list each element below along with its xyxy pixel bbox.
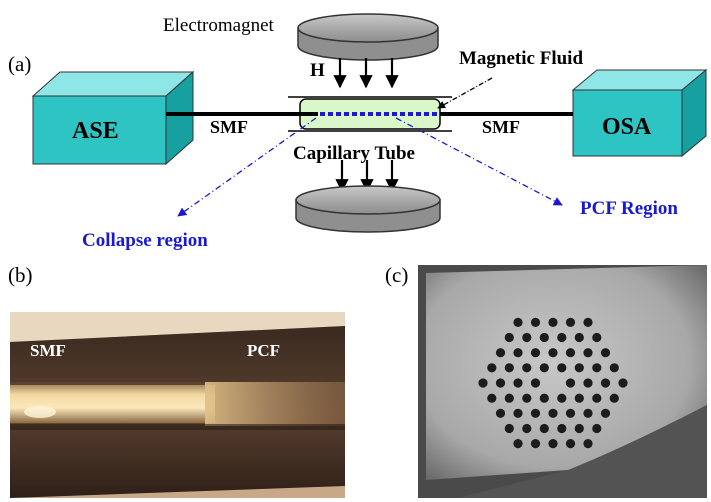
air-hole bbox=[504, 393, 514, 403]
air-hole bbox=[548, 317, 558, 327]
air-hole bbox=[565, 317, 576, 327]
magnetic-fluid-label: Magnetic Fluid bbox=[459, 48, 584, 69]
air-hole bbox=[574, 332, 584, 343]
osa-label: OSA bbox=[602, 114, 652, 140]
air-hole bbox=[565, 378, 576, 388]
air-hole bbox=[565, 348, 576, 358]
collapse-region-pointer bbox=[177, 117, 317, 217]
collapse-region-label: Collapse region bbox=[82, 230, 208, 251]
air-hole bbox=[539, 363, 549, 373]
air-hole bbox=[618, 378, 628, 388]
air-hole bbox=[574, 393, 584, 403]
air-hole bbox=[565, 439, 576, 449]
field-arrows-top bbox=[333, 58, 399, 89]
air-hole bbox=[495, 348, 506, 358]
air-hole bbox=[504, 423, 514, 434]
electromagnet-bottom bbox=[295, 185, 441, 233]
air-hole bbox=[487, 363, 497, 373]
air-hole bbox=[548, 348, 558, 358]
air-hole bbox=[530, 348, 541, 358]
air-hole bbox=[557, 423, 567, 434]
air-hole bbox=[557, 393, 567, 403]
photo-smf-label: SMF bbox=[30, 341, 66, 360]
pcf-region-pointer bbox=[395, 117, 563, 206]
air-hole bbox=[530, 439, 541, 449]
panel-b-label: (b) bbox=[8, 263, 33, 287]
pcf-cross-section bbox=[418, 265, 707, 498]
capillary-tube-label: Capillary Tube bbox=[293, 143, 415, 164]
air-hole bbox=[583, 439, 593, 449]
air-hole bbox=[513, 439, 523, 449]
air-hole bbox=[583, 378, 593, 388]
air-hole bbox=[609, 393, 619, 403]
air-hole bbox=[504, 363, 514, 373]
panel-c-label: (c) bbox=[385, 263, 409, 287]
air-hole bbox=[548, 439, 558, 449]
air-hole bbox=[539, 423, 549, 434]
air-hole bbox=[557, 332, 567, 343]
capillary-tube bbox=[288, 96, 452, 132]
air-hole bbox=[574, 363, 584, 373]
air-hole bbox=[600, 348, 611, 358]
air-hole bbox=[522, 423, 532, 434]
air-hole bbox=[548, 408, 558, 418]
air-hole bbox=[522, 332, 532, 343]
field-label: H bbox=[310, 60, 325, 81]
photo-pcf-label: PCF bbox=[247, 341, 281, 360]
air-hole bbox=[574, 423, 584, 434]
air-hole bbox=[495, 378, 506, 388]
air-hole bbox=[504, 332, 514, 343]
air-hole bbox=[539, 393, 549, 403]
ase-box bbox=[31, 70, 195, 166]
air-hole bbox=[478, 378, 488, 388]
air-hole bbox=[513, 378, 523, 388]
air-hole bbox=[522, 363, 532, 373]
air-hole bbox=[565, 408, 576, 418]
air-hole bbox=[592, 393, 602, 403]
pcf-region-label: PCF Region bbox=[580, 198, 678, 219]
air-hole bbox=[513, 348, 523, 358]
air-hole bbox=[539, 332, 549, 343]
air-hole bbox=[513, 317, 523, 327]
electromagnet-label: Electromagnet bbox=[163, 15, 274, 36]
air-hole bbox=[600, 408, 611, 418]
air-hole bbox=[495, 408, 506, 418]
setup-schematic bbox=[31, 13, 708, 233]
air-hole bbox=[609, 363, 619, 373]
air-hole bbox=[530, 317, 541, 327]
smf-right-label: SMF bbox=[482, 117, 520, 137]
air-hole bbox=[592, 363, 602, 373]
splice-micrograph bbox=[10, 312, 345, 498]
pcf-image bbox=[418, 265, 707, 498]
air-hole bbox=[557, 363, 567, 373]
air-hole bbox=[592, 332, 602, 343]
magnetic-fluid-pointer bbox=[437, 77, 493, 109]
air-hole bbox=[522, 393, 532, 403]
air-hole bbox=[583, 348, 593, 358]
air-hole bbox=[530, 378, 541, 388]
air-holes bbox=[478, 317, 628, 449]
air-hole bbox=[600, 378, 611, 388]
panel-a-label: (a) bbox=[8, 52, 32, 76]
air-hole bbox=[583, 317, 593, 327]
osa-box bbox=[571, 68, 708, 158]
air-hole bbox=[530, 408, 541, 418]
ase-label: ASE bbox=[72, 118, 119, 144]
electromagnet-top bbox=[297, 13, 439, 61]
air-hole bbox=[513, 408, 523, 418]
air-hole bbox=[583, 408, 593, 418]
air-hole bbox=[487, 393, 497, 403]
splice-image bbox=[10, 312, 345, 498]
air-hole bbox=[592, 423, 602, 434]
smf-left-label: SMF bbox=[210, 117, 248, 137]
